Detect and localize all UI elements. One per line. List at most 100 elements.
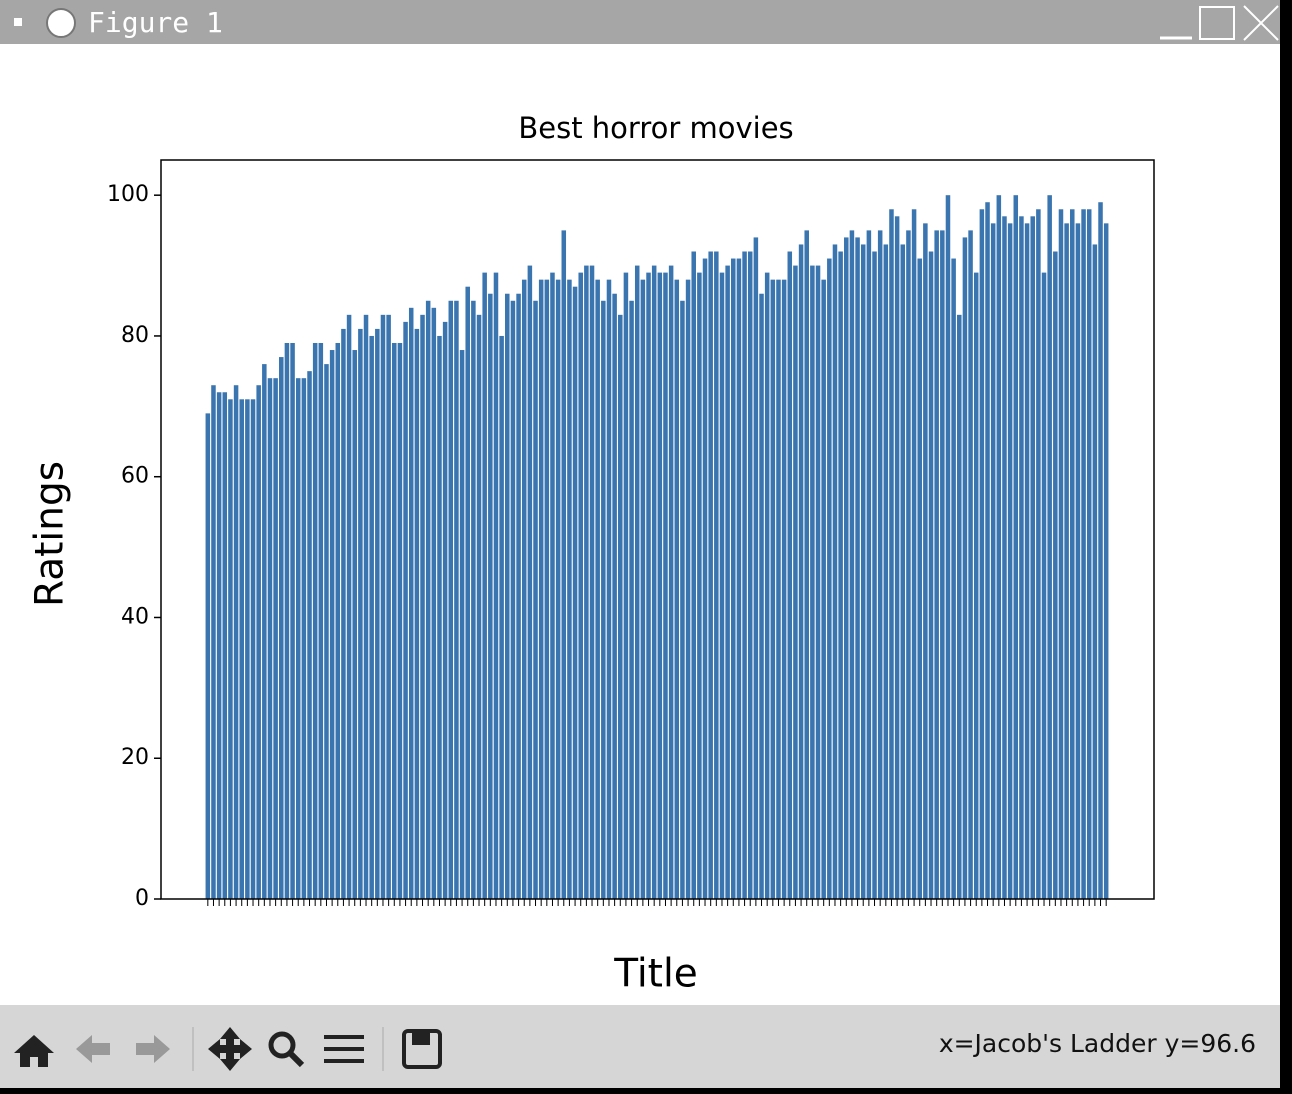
bar [753, 237, 759, 899]
bar [414, 328, 420, 899]
bar [911, 209, 917, 899]
y-tick-label: 60 [121, 464, 149, 489]
bar [589, 265, 595, 899]
bar [329, 350, 335, 899]
bar [668, 265, 674, 899]
y-tick-label: 0 [135, 886, 149, 911]
bar [883, 244, 889, 899]
bar [386, 314, 391, 899]
y-tick-label: 20 [121, 745, 149, 770]
bar [923, 223, 928, 900]
bar [205, 413, 211, 899]
bar [872, 251, 877, 899]
bar [776, 279, 781, 900]
bar [618, 314, 623, 899]
bar [798, 244, 804, 899]
bar [273, 378, 278, 900]
bar [290, 342, 295, 899]
bar [222, 392, 228, 899]
bar [1103, 223, 1109, 900]
bar [934, 230, 939, 899]
bar [629, 300, 634, 899]
bar [375, 328, 380, 899]
chart: Best horror movies Title Ratings 0 20 40 60… [28, 111, 1155, 997]
bar [454, 300, 459, 899]
bar [380, 314, 386, 899]
bar [736, 258, 742, 899]
bar [420, 314, 425, 899]
bar [827, 258, 832, 899]
bar [425, 300, 431, 899]
bar [951, 258, 956, 899]
bar [680, 300, 685, 899]
bar [233, 385, 239, 899]
bar [815, 265, 821, 899]
bar [572, 286, 578, 899]
plot-frame [160, 159, 1155, 900]
bar [844, 237, 849, 899]
bar [392, 342, 397, 899]
bar [335, 342, 341, 899]
bar [1019, 216, 1024, 900]
bar [968, 230, 973, 899]
bar [352, 350, 357, 899]
bar [804, 230, 809, 899]
bar [945, 195, 951, 899]
bar [1098, 202, 1103, 899]
bar [606, 279, 612, 900]
bar [459, 350, 465, 899]
bar [431, 307, 437, 899]
bar [397, 342, 403, 899]
bar [284, 342, 290, 899]
bar [318, 342, 324, 899]
bar [369, 335, 374, 899]
bar [1047, 195, 1052, 899]
bar [448, 300, 454, 899]
bar [962, 237, 968, 899]
bar [256, 385, 261, 899]
bar [781, 279, 787, 900]
window-controls[interactable] [1156, 4, 1280, 42]
bar [482, 272, 487, 900]
bar [838, 251, 843, 899]
bar [312, 342, 318, 899]
bar [832, 244, 838, 899]
bar [996, 195, 1002, 899]
bar [697, 272, 702, 900]
bar [1030, 216, 1035, 900]
bar [747, 251, 753, 899]
bar [358, 328, 363, 899]
bar [1007, 223, 1013, 900]
bar [465, 286, 470, 899]
bar [245, 399, 250, 899]
bar [584, 265, 589, 899]
menu-icon[interactable] [14, 18, 22, 26]
bar [849, 230, 855, 899]
bar [1064, 223, 1069, 900]
bar [442, 321, 448, 899]
bar [499, 335, 504, 899]
bar [476, 314, 482, 899]
bar [1058, 209, 1064, 899]
bar [725, 265, 730, 899]
bar [877, 230, 883, 899]
bar [363, 314, 369, 899]
bar [979, 209, 985, 899]
bar [928, 251, 934, 899]
bar [866, 230, 872, 899]
bar [860, 244, 866, 899]
y-tick-label: 100 [107, 182, 149, 207]
bar [810, 265, 815, 899]
bar [708, 251, 713, 899]
bar [216, 392, 222, 899]
bar [894, 216, 900, 900]
bar [250, 399, 256, 899]
bar [674, 279, 680, 900]
bar [1092, 244, 1098, 899]
bar [550, 272, 555, 900]
toolbar-buttons[interactable] [0, 1005, 460, 1088]
bar [657, 272, 663, 900]
y-tick-label: 40 [121, 604, 149, 629]
bar [1086, 209, 1092, 899]
